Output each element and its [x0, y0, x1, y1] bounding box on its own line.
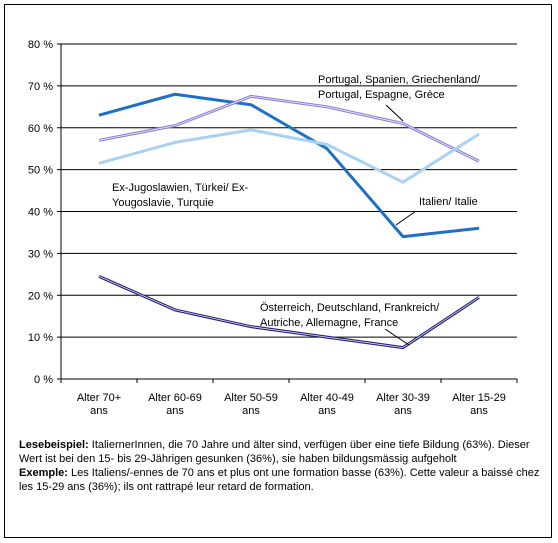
series-line-portugal	[98, 94, 480, 163]
x-tick-label: ans	[166, 405, 184, 417]
series-label-portugal: Portugal, Spanien, Griechenland/Portugal…	[318, 74, 481, 101]
x-tick-label: ans	[242, 405, 260, 417]
y-tick-label: 60 %	[28, 123, 53, 135]
series-leader-oesterreich	[384, 328, 410, 346]
series-label-line: Yougoslavie, Turquie	[112, 197, 214, 209]
line-chart: 0 % 10 % 20 % 30 % 40 % 50 % 60 % 70 % 80 % Alter…	[28, 39, 518, 417]
y-tick-label: 70 %	[28, 81, 53, 93]
y-tick-label: 10 %	[28, 332, 53, 344]
series-line-oesterreich-highlight	[98, 276, 480, 348]
series-line-portugal-highlight	[98, 95, 480, 162]
figure-frame: 0 % 10 % 20 % 30 % 40 % 50 % 60 % 70 % 80 % Alter…	[4, 4, 552, 538]
series-leader-portugal	[385, 104, 404, 122]
series-label-oesterreich: Österreich, Deutschland, Frankreich/Autr…	[260, 302, 440, 329]
series-label-line: Portugal, Espagne, Grèce	[318, 89, 445, 101]
x-tick-label: Alter 30-39	[376, 392, 430, 404]
y-tick-label: 50 %	[28, 165, 53, 177]
y-tick-label: 80 %	[28, 39, 53, 51]
series-label-line: Ex-Jugoslawien, Türkei/ Ex-	[112, 182, 248, 194]
x-tick-label: ans	[470, 405, 488, 417]
note-french: Exemple: Les Italiens/-ennes de 70 ans e…	[19, 466, 549, 494]
x-tick-label: Alter 15-29	[452, 392, 506, 404]
series-label-jugoslawien: Ex-Jugoslawien, Türkei/ Ex- Yougoslavie, …	[112, 182, 248, 209]
x-tick-label: ans	[394, 405, 412, 417]
series-label-line: Österreich, Deutschland, Frankreich/	[260, 302, 440, 314]
note-german: Lesebeispiel: ItaliernerInnen, die 70 Ja…	[19, 438, 549, 466]
series-label-line: Portugal, Spanien, Griechenland/	[318, 74, 481, 86]
note-french-text: Les Italiens/-ennes de 70 ans et plus on…	[19, 467, 540, 493]
reading-example: Lesebeispiel: ItaliernerInnen, die 70 Ja…	[19, 438, 549, 494]
series-line-italien	[98, 92, 480, 239]
y-tick-label: 0 %	[34, 374, 53, 386]
y-tick-label: 20 %	[28, 290, 53, 302]
x-tick-label: Alter 70+	[77, 392, 121, 404]
note-french-label: Exemple:	[19, 467, 68, 479]
series-line-jugoslawien	[98, 128, 480, 184]
y-tick-label: 30 %	[28, 248, 53, 260]
x-tick-label: Alter 40-49	[300, 392, 354, 404]
series-leader-italien	[395, 210, 417, 226]
series-label-line: Italien/ Italie	[419, 196, 478, 208]
series-label-italien: Italien/ Italie	[419, 196, 478, 208]
x-tick-label: ans	[318, 405, 336, 417]
x-tick-label: Alter 60-69	[148, 392, 202, 404]
x-tick-label: Alter 50-59	[224, 392, 278, 404]
y-tick-label: 40 %	[28, 207, 53, 219]
note-german-text: ItaliernerInnen, die 70 Jahre und älter …	[19, 439, 530, 465]
note-german-label: Lesebeispiel:	[19, 439, 89, 451]
series-label-line: Autriche, Allemagne, France	[260, 317, 398, 329]
x-tick-label: ans	[90, 405, 108, 417]
